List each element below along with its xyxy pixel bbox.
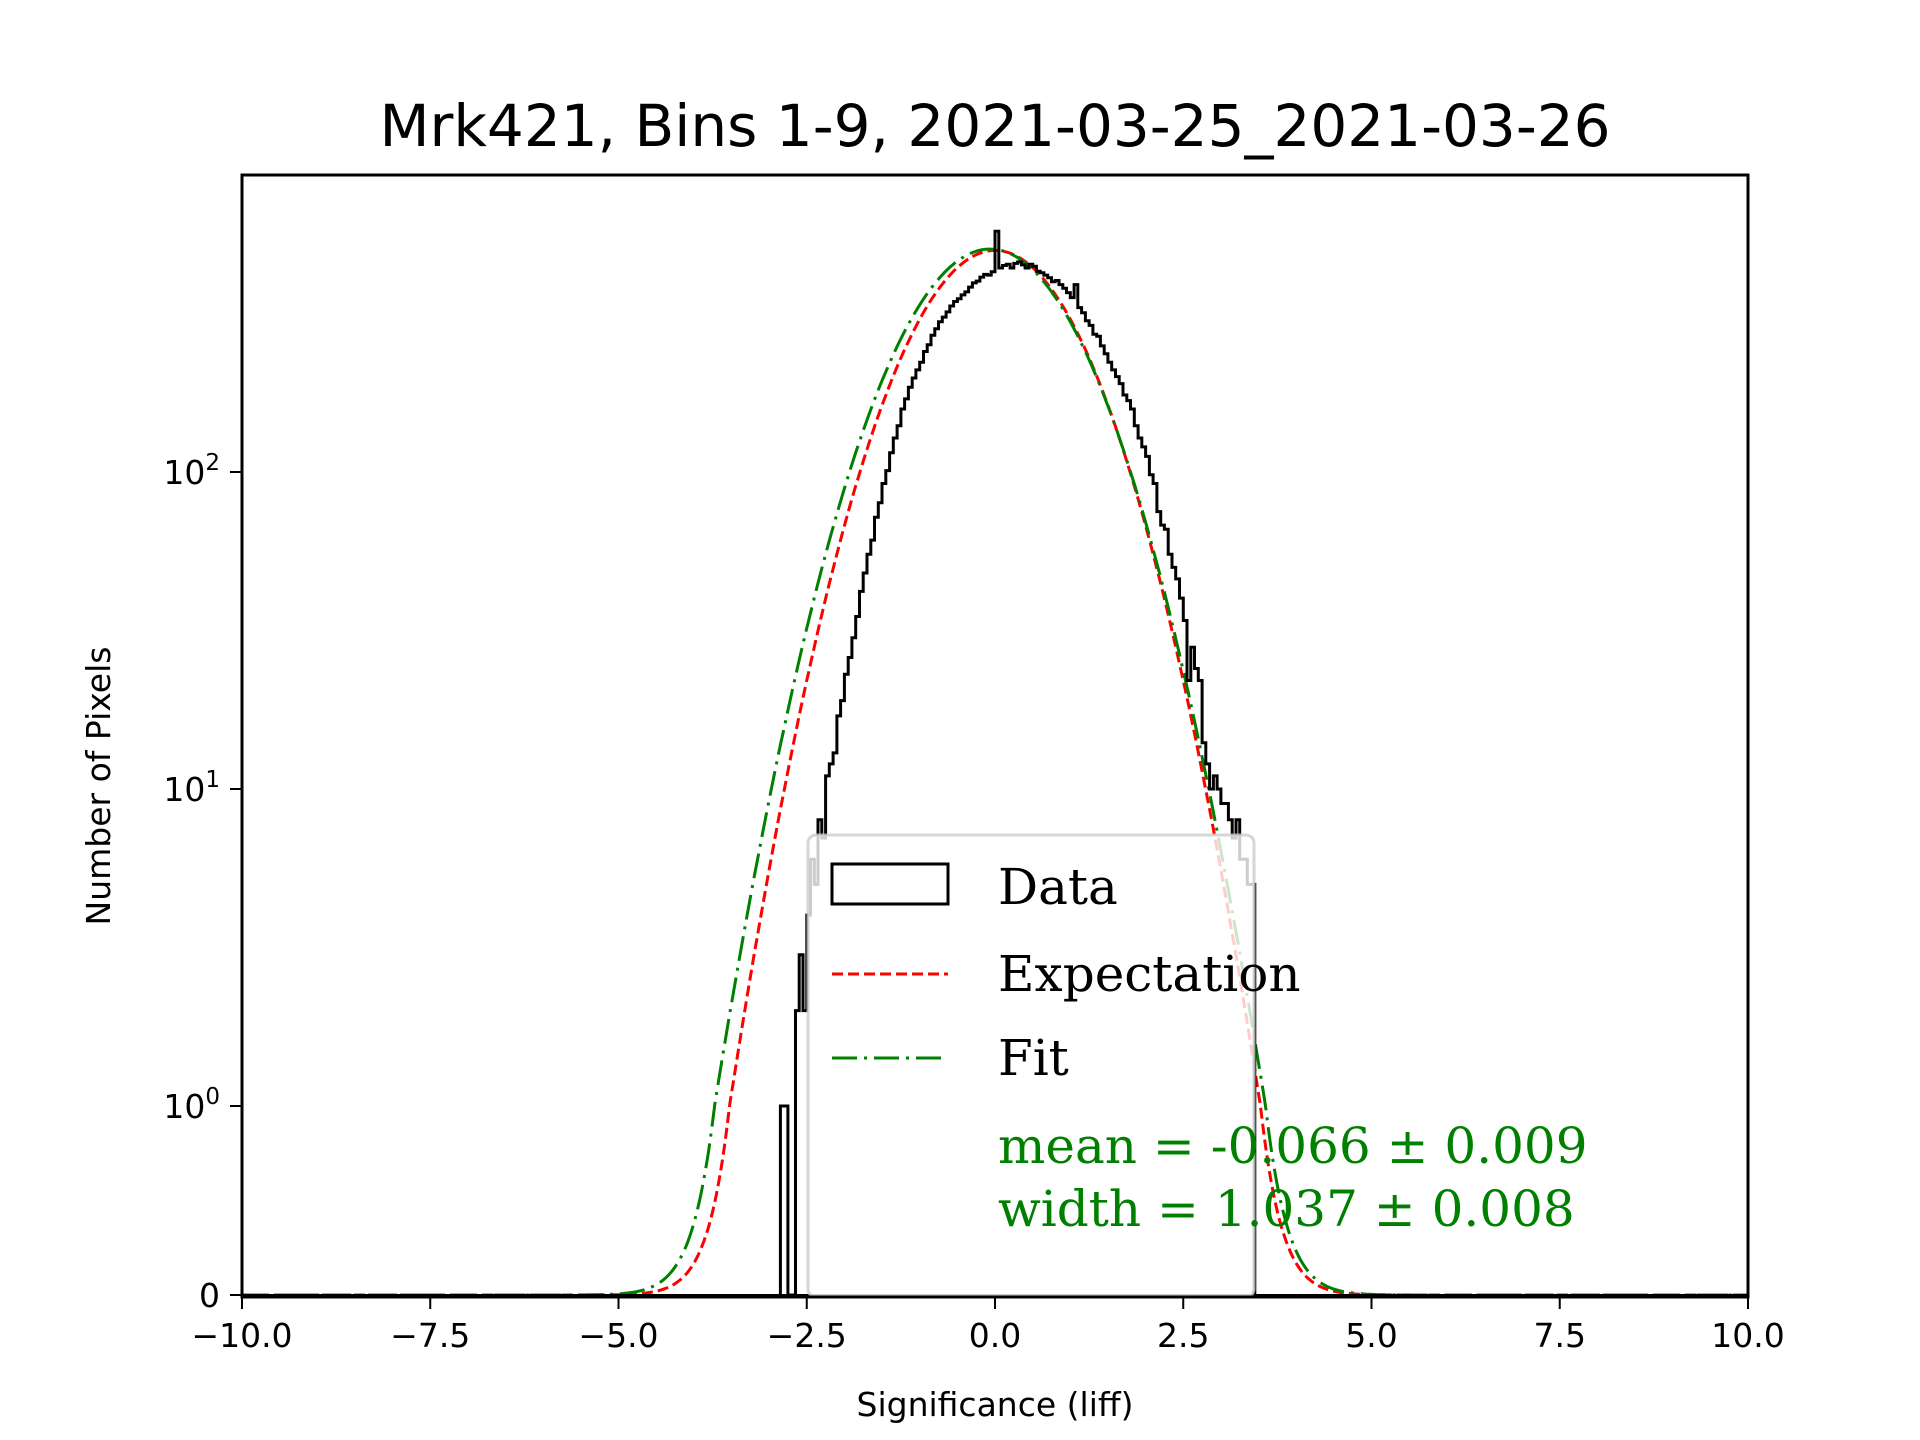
x-tick-label: 10.0 bbox=[1711, 1316, 1784, 1355]
x-tick-label: 5.0 bbox=[1345, 1316, 1397, 1355]
plot-area bbox=[242, 229, 1748, 1297]
legend-label-data: Data bbox=[998, 858, 1118, 916]
legend: Data Expectation Fit bbox=[806, 833, 1301, 1299]
y-tick-label: 0 bbox=[199, 1276, 220, 1315]
mean-annotation: mean = -0.066 ± 0.009 bbox=[998, 1117, 1588, 1175]
x-axis: −10.0 −7.5 −5.0 −2.5 0.0 2.5 5.0 7.5 10.0 bbox=[191, 1297, 1785, 1355]
legend-label-fit: Fit bbox=[998, 1029, 1069, 1087]
y-axis: 0 100 101 102 bbox=[163, 450, 242, 1315]
legend-label-expectation: Expectation bbox=[998, 945, 1301, 1003]
x-tick-label: −10.0 bbox=[191, 1316, 292, 1355]
chart-title: Mrk421, Bins 1-9, 2021-03-25_2021-03-26 bbox=[379, 92, 1610, 160]
x-tick-label: −7.5 bbox=[390, 1316, 470, 1355]
x-tick-label: −2.5 bbox=[767, 1316, 847, 1355]
y-tick-label: 101 bbox=[163, 767, 220, 809]
x-tick-label: 2.5 bbox=[1157, 1316, 1209, 1355]
x-axis-label: Significance (liff) bbox=[857, 1385, 1134, 1424]
x-tick-label: 7.5 bbox=[1534, 1316, 1586, 1355]
y-tick-label: 100 bbox=[163, 1084, 220, 1126]
width-annotation: width = 1.037 ± 0.008 bbox=[998, 1180, 1575, 1238]
legend-data-swatch bbox=[830, 862, 950, 906]
y-tick-label: 102 bbox=[163, 450, 220, 492]
x-tick-label: 0.0 bbox=[969, 1316, 1021, 1355]
histogram-data bbox=[778, 229, 1257, 1297]
x-tick-label: −5.0 bbox=[578, 1316, 658, 1355]
y-axis-label: Number of Pixels bbox=[79, 647, 118, 926]
